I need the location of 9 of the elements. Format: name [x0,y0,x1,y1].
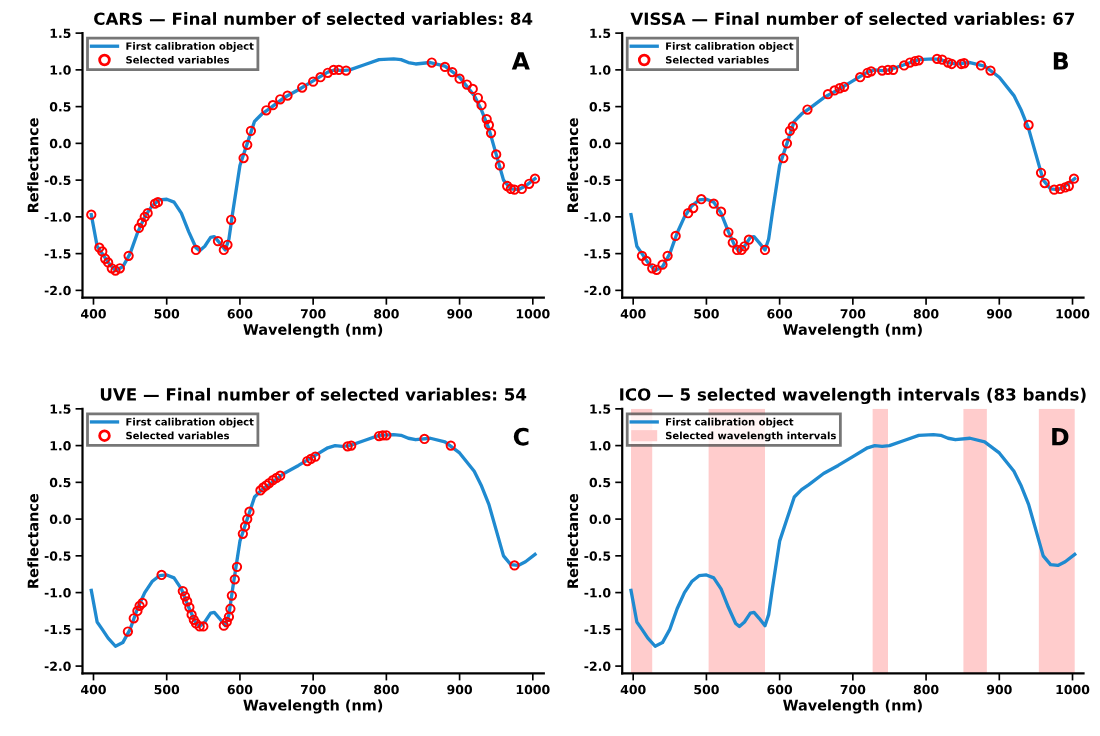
annotation: A [511,52,530,70]
annotation: C [513,427,529,446]
chart-title: CARS — Final number of selected variables: 84 [94,12,533,26]
chart-title: VISSA — Final number of selected variables: 67 [630,12,1075,26]
annotation: D [1052,428,1069,446]
line-series [629,432,1077,648]
annotation: B [1053,52,1068,70]
chart-title: UVE — Final number of selected variables: 54 [100,387,527,401]
chart-title: ICO — 5 selected wavelength intervals (83 bands) [620,387,1086,405]
